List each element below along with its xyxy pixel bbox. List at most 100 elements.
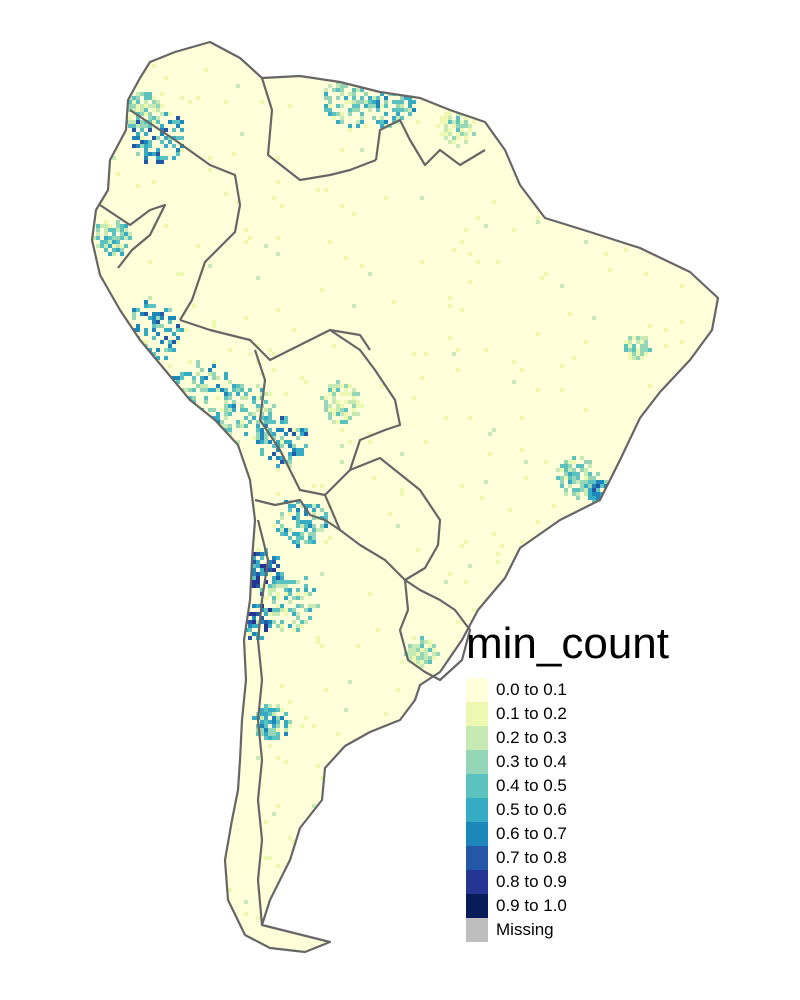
data-cell: [260, 708, 264, 712]
data-cell: [360, 264, 364, 268]
data-cell: [184, 600, 188, 604]
data-cell: [352, 104, 356, 108]
data-cell: [588, 460, 592, 464]
data-cell: [264, 720, 268, 724]
data-cell: [256, 344, 260, 348]
data-cell: [236, 388, 240, 392]
legend-item: Missing: [466, 918, 706, 942]
data-cell: [128, 124, 132, 128]
data-cell: [140, 104, 144, 108]
data-cell: [168, 364, 172, 368]
data-cell: [160, 156, 164, 160]
data-cell: [372, 104, 376, 108]
data-cell: [312, 724, 316, 728]
data-cell: [308, 536, 312, 540]
data-cell: [408, 648, 412, 652]
data-cell: [272, 588, 276, 592]
data-cell: [164, 348, 168, 352]
data-cell: [376, 100, 380, 104]
data-cell: [664, 156, 668, 160]
data-cell: [408, 656, 412, 660]
data-cell: [420, 260, 424, 264]
data-cell: [340, 204, 344, 208]
data-cell: [296, 880, 300, 884]
data-cell: [332, 408, 336, 412]
data-cell: [160, 92, 164, 96]
data-cell: [228, 652, 232, 656]
data-cell: [280, 512, 284, 516]
data-cell: [148, 120, 152, 124]
data-cell: [208, 424, 212, 428]
data-cell: [168, 308, 172, 312]
data-cell: [640, 348, 644, 352]
data-cell: [200, 380, 204, 384]
data-cell: [148, 96, 152, 100]
data-cell: [300, 520, 304, 524]
data-cell: [116, 220, 120, 224]
data-cell: [136, 132, 140, 136]
data-cell: [316, 528, 320, 532]
data-cell: [256, 624, 260, 628]
data-cell: [604, 500, 608, 504]
data-cell: [644, 272, 648, 276]
data-cell: [296, 516, 300, 520]
data-cell: [336, 104, 340, 108]
data-cell: [156, 312, 160, 316]
data-cell: [136, 516, 140, 520]
data-cell: [356, 100, 360, 104]
data-cell: [392, 100, 396, 104]
data-cell: [296, 540, 300, 544]
data-cell: [152, 96, 156, 100]
data-cell: [96, 236, 100, 240]
data-cell: [600, 484, 604, 488]
data-cell: [292, 432, 296, 436]
data-cell: [132, 120, 136, 124]
data-cell: [572, 468, 576, 472]
data-cell: [280, 456, 284, 460]
data-cell: [160, 688, 164, 692]
data-cell: [260, 616, 264, 620]
data-cell: [536, 216, 540, 220]
data-cell: [168, 112, 172, 116]
data-cell: [152, 316, 156, 320]
data-cell: [640, 344, 644, 348]
data-cell: [436, 652, 440, 656]
data-cell: [332, 412, 336, 416]
data-cell: [368, 592, 372, 596]
legend-item: 0.5 to 0.6: [466, 798, 706, 822]
data-cell: [324, 396, 328, 400]
data-cell: [192, 420, 196, 424]
data-cell: [192, 388, 196, 392]
data-cell: [260, 100, 264, 104]
data-cell: [180, 148, 184, 152]
data-cell: [280, 628, 284, 632]
data-cell: [136, 104, 140, 108]
data-cell: [104, 408, 108, 412]
data-cell: [416, 76, 420, 80]
data-cell: [144, 340, 148, 344]
data-cell: [280, 620, 284, 624]
data-cell: [456, 116, 460, 120]
data-cell: [308, 616, 312, 620]
data-cell: [252, 412, 256, 416]
data-cell: [436, 880, 440, 884]
data-cell: [248, 236, 252, 240]
data-cell: [304, 588, 308, 592]
data-cell: [652, 560, 656, 564]
data-cell: [508, 508, 512, 512]
data-cell: [384, 100, 388, 104]
data-cell: [404, 88, 408, 92]
legend-swatch: [466, 822, 488, 846]
data-cell: [336, 404, 340, 408]
data-cell: [600, 480, 604, 484]
data-cell: [216, 692, 220, 696]
data-cell: [172, 388, 176, 392]
data-cell: [260, 556, 264, 560]
data-cell: [136, 108, 140, 112]
data-cell: [140, 128, 144, 132]
data-cell: [276, 708, 280, 712]
data-cell: [352, 412, 356, 416]
data-cell: [152, 616, 156, 620]
data-cell: [240, 388, 244, 392]
data-cell: [260, 412, 264, 416]
